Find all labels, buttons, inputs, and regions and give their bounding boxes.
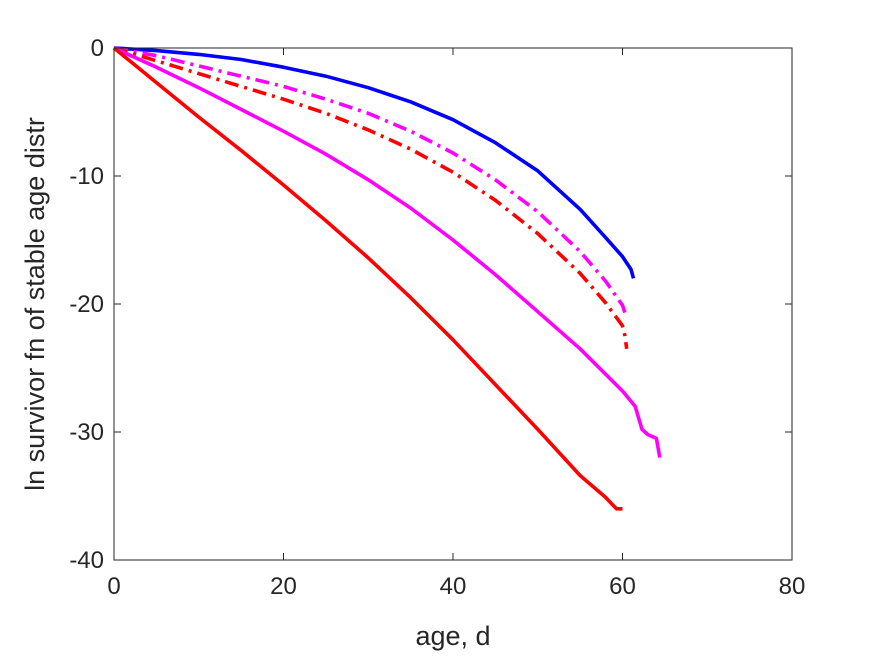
y-tick-label: -20 [69, 291, 104, 318]
ticks-layer: 0 20 40 60 80 0 -10 -20 -30 -40 [69, 35, 805, 600]
y-axis-label: ln survivor fn of stable age distr [20, 117, 50, 491]
y-tick-label: -10 [69, 163, 104, 190]
series-line-1 [113, 46, 636, 279]
x-tick-label: 80 [779, 573, 806, 600]
x-tick-label: 0 [107, 573, 120, 600]
plot-area [114, 48, 792, 560]
x-tick-label: 60 [609, 573, 636, 600]
series-line-4 [113, 46, 662, 458]
x-tick-label: 40 [440, 573, 467, 600]
series-line-5 [112, 46, 623, 511]
y-tick-label: 0 [91, 35, 104, 62]
y-tick-label: -40 [69, 547, 104, 574]
series-layer [112, 46, 662, 511]
x-tick-label: 20 [270, 573, 297, 600]
x-axis-label: age, d [415, 621, 490, 651]
series-line-2 [113, 46, 629, 319]
y-tick-label: -30 [69, 419, 104, 446]
